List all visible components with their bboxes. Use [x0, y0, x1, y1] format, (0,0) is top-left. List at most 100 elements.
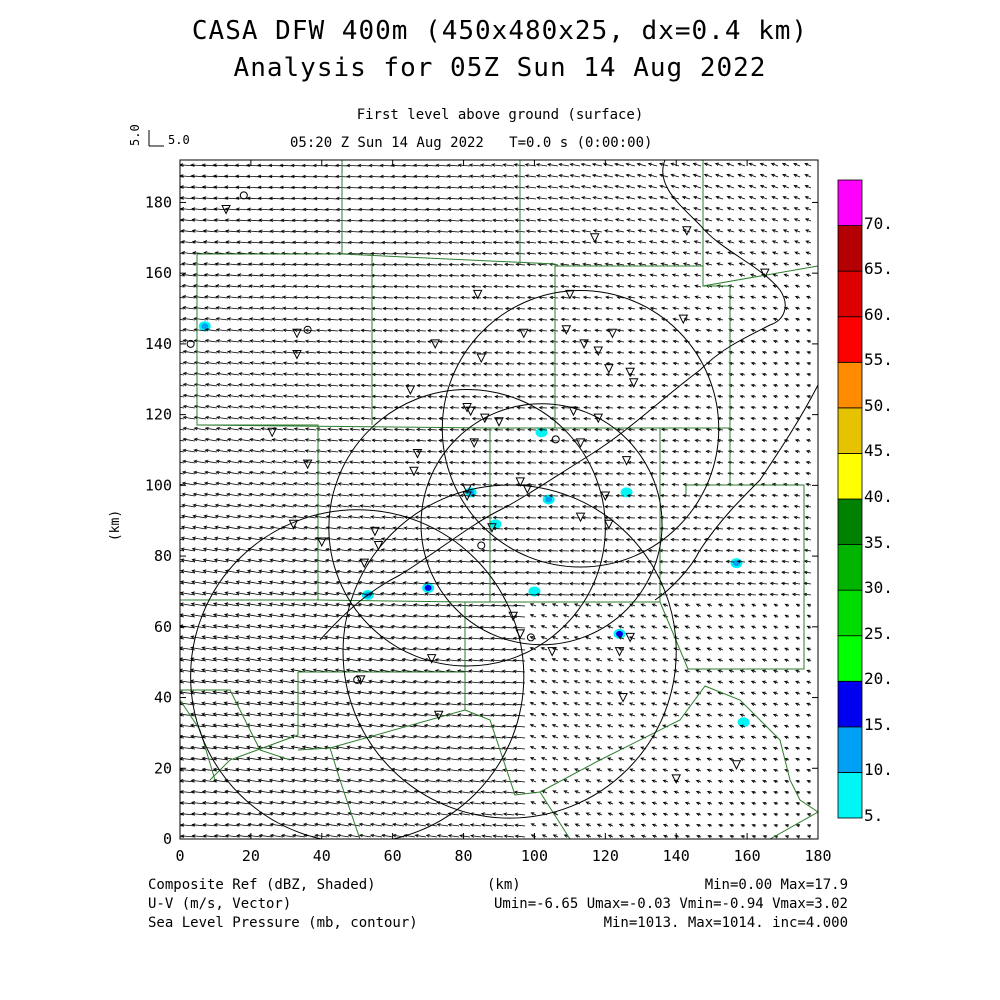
- wind-vector-head: [761, 416, 766, 421]
- wind-vector-head: [371, 350, 376, 355]
- wind-vector-head: [571, 449, 576, 454]
- wind-vector-head: [459, 482, 464, 487]
- wind-vector: [181, 219, 196, 222]
- wind-vector-head: [549, 295, 554, 300]
- wind-vector-head: [425, 240, 430, 245]
- wind-vector-head: [259, 306, 264, 310]
- wind-vector-head: [171, 251, 174, 254]
- wind-vector: [595, 340, 603, 343]
- wind-vector-head: [582, 273, 587, 278]
- wind-vector: [683, 263, 691, 266]
- wind-vector-head: [692, 195, 698, 200]
- wind-vector: [180, 220, 185, 222]
- wind-vector-head: [471, 383, 476, 388]
- wind-vector-head: [659, 218, 664, 222]
- wind-vector: [527, 252, 537, 255]
- wind-vector-head: [583, 372, 588, 377]
- wind-vector: [305, 351, 317, 354]
- wind-vector-head: [505, 383, 510, 388]
- wind-vector-head: [204, 361, 209, 365]
- wind-vector-head: [638, 449, 643, 454]
- wind-vector: [194, 339, 207, 343]
- wind-vector-head: [327, 350, 332, 355]
- wind-vector-head: [505, 427, 510, 432]
- wind-vector-head: [269, 218, 274, 223]
- wind-vector-head: [393, 471, 398, 476]
- wind-vector: [305, 373, 317, 376]
- wind-vector-head: [682, 218, 687, 222]
- wind-vector-head: [248, 284, 253, 288]
- wind-vector-head: [403, 229, 408, 234]
- wind-vector-head: [806, 361, 811, 366]
- wind-vector: [659, 174, 669, 178]
- wind-vector: [339, 362, 350, 365]
- wind-vector-head: [213, 207, 218, 211]
- wind-vector-head: [180, 229, 185, 233]
- wind-vector: [606, 318, 614, 321]
- wind-vector-head: [582, 295, 587, 300]
- wind-vector-head: [349, 317, 354, 322]
- wind-vector: [626, 207, 636, 211]
- wind-vector-head: [592, 240, 598, 244]
- wind-vector-head: [771, 207, 776, 211]
- wind-vector-head: [547, 218, 552, 222]
- wind-vector: [583, 296, 592, 299]
- wind-vector-head: [282, 306, 287, 310]
- wind-vector: [805, 174, 812, 178]
- wind-vector-head: [515, 306, 520, 311]
- wind-vector-head: [537, 251, 542, 256]
- wind-vector-head: [648, 229, 653, 233]
- wind-vector-head: [783, 273, 788, 277]
- wind-vector-head: [738, 251, 743, 255]
- wind-vector: [559, 197, 570, 200]
- wind-vector-head: [269, 229, 274, 234]
- wind-vector: [305, 395, 317, 398]
- wind-vector: [447, 164, 460, 167]
- wind-vector-head: [750, 449, 755, 454]
- wind-vector: [350, 340, 361, 343]
- wind-vector: [380, 175, 394, 178]
- wind-vector-head: [647, 162, 652, 167]
- wind-vector: [416, 483, 427, 486]
- wind-vector: [650, 417, 658, 420]
- wind-vector: [561, 363, 570, 365]
- wind-vector: [260, 307, 273, 310]
- wind-vector-head: [694, 383, 699, 388]
- wind-vector-head: [491, 185, 496, 189]
- wind-vector-head: [415, 438, 420, 443]
- wind-vector-head: [424, 207, 429, 212]
- wind-vector-head: [793, 207, 798, 211]
- wind-vector: [450, 429, 460, 431]
- wind-vector-head: [271, 350, 276, 354]
- wind-vector-head: [247, 262, 253, 266]
- wind-vector: [428, 363, 438, 365]
- wind-vector-head: [571, 482, 576, 487]
- wind-vector-head: [784, 383, 789, 388]
- wind-vector: [225, 208, 240, 211]
- wind-vector-head: [583, 405, 588, 410]
- wind-vector: [627, 274, 636, 277]
- wind-vector-head: [805, 449, 810, 454]
- wind-vector: [391, 164, 405, 167]
- wind-vector: [438, 450, 449, 453]
- wind-vector: [204, 285, 218, 288]
- wind-vector: [314, 219, 328, 222]
- wind-vector-head: [369, 196, 374, 201]
- wind-vector-head: [805, 273, 810, 277]
- wind-vector-head: [794, 262, 799, 266]
- wind-vector-head: [180, 240, 185, 244]
- wind-vector: [405, 308, 416, 310]
- wind-vector: [559, 219, 570, 222]
- wind-vector: [771, 185, 779, 189]
- wind-vector-head: [172, 416, 175, 419]
- wind-vector-head: [471, 339, 476, 344]
- wind-vector-head: [504, 438, 509, 443]
- wind-vector: [247, 208, 262, 211]
- wind-vector: [493, 241, 504, 244]
- wind-vector-head: [526, 273, 531, 278]
- wind-vector: [449, 462, 460, 464]
- wind-vector-head: [727, 251, 732, 255]
- wind-vector-head: [703, 184, 709, 189]
- wind-vector: [570, 163, 581, 167]
- wind-vector: [662, 373, 669, 376]
